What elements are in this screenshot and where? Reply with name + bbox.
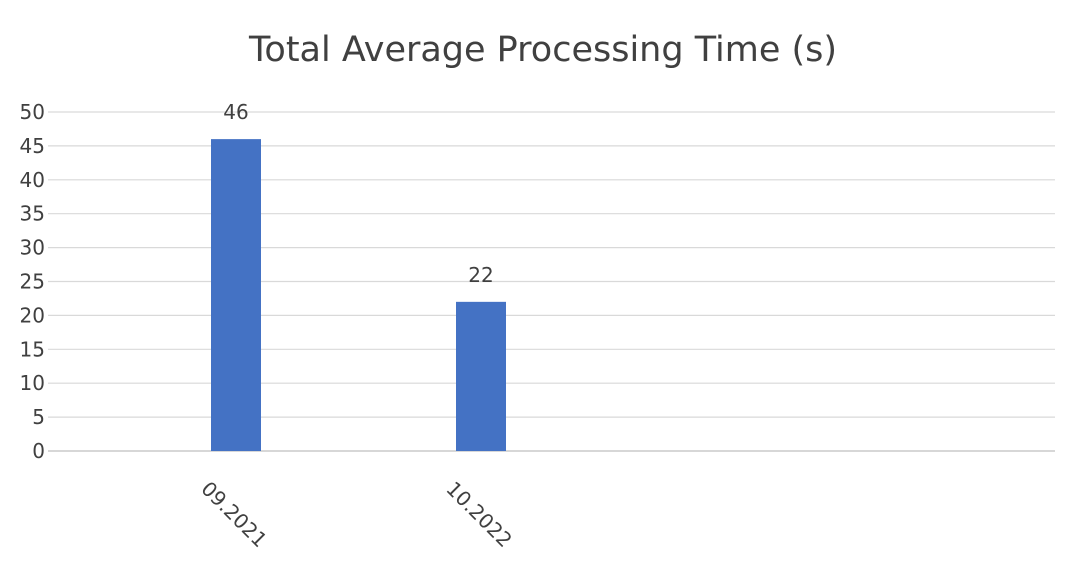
y-tick-label: 25 <box>20 270 45 294</box>
y-tick-label: 5 <box>32 405 45 429</box>
y-tick-label: 35 <box>20 202 45 226</box>
x-axis-ticks: 09.2021 10.2022 <box>196 477 516 552</box>
y-tick-label: 20 <box>20 303 45 327</box>
data-label: 46 <box>223 100 248 124</box>
data-labels: 46 22 <box>223 100 493 287</box>
y-axis-ticks: 0 5 10 15 20 25 30 35 40 45 50 <box>20 100 45 463</box>
y-tick-label: 15 <box>20 337 45 361</box>
bar <box>456 301 506 451</box>
y-tick-label: 30 <box>20 236 45 260</box>
bar <box>211 139 261 451</box>
y-tick-label: 0 <box>32 439 45 463</box>
x-tick-label: 10.2022 <box>441 477 516 552</box>
chart-title: Total Average Processing Time (s) <box>248 30 837 70</box>
bars <box>211 139 506 451</box>
x-tick-label: 09.2021 <box>196 477 271 552</box>
gridlines <box>48 111 1055 452</box>
y-tick-label: 10 <box>20 371 45 395</box>
y-tick-label: 40 <box>20 168 45 192</box>
data-label: 22 <box>468 263 493 287</box>
y-tick-label: 45 <box>20 134 45 158</box>
y-tick-label: 50 <box>20 100 45 124</box>
